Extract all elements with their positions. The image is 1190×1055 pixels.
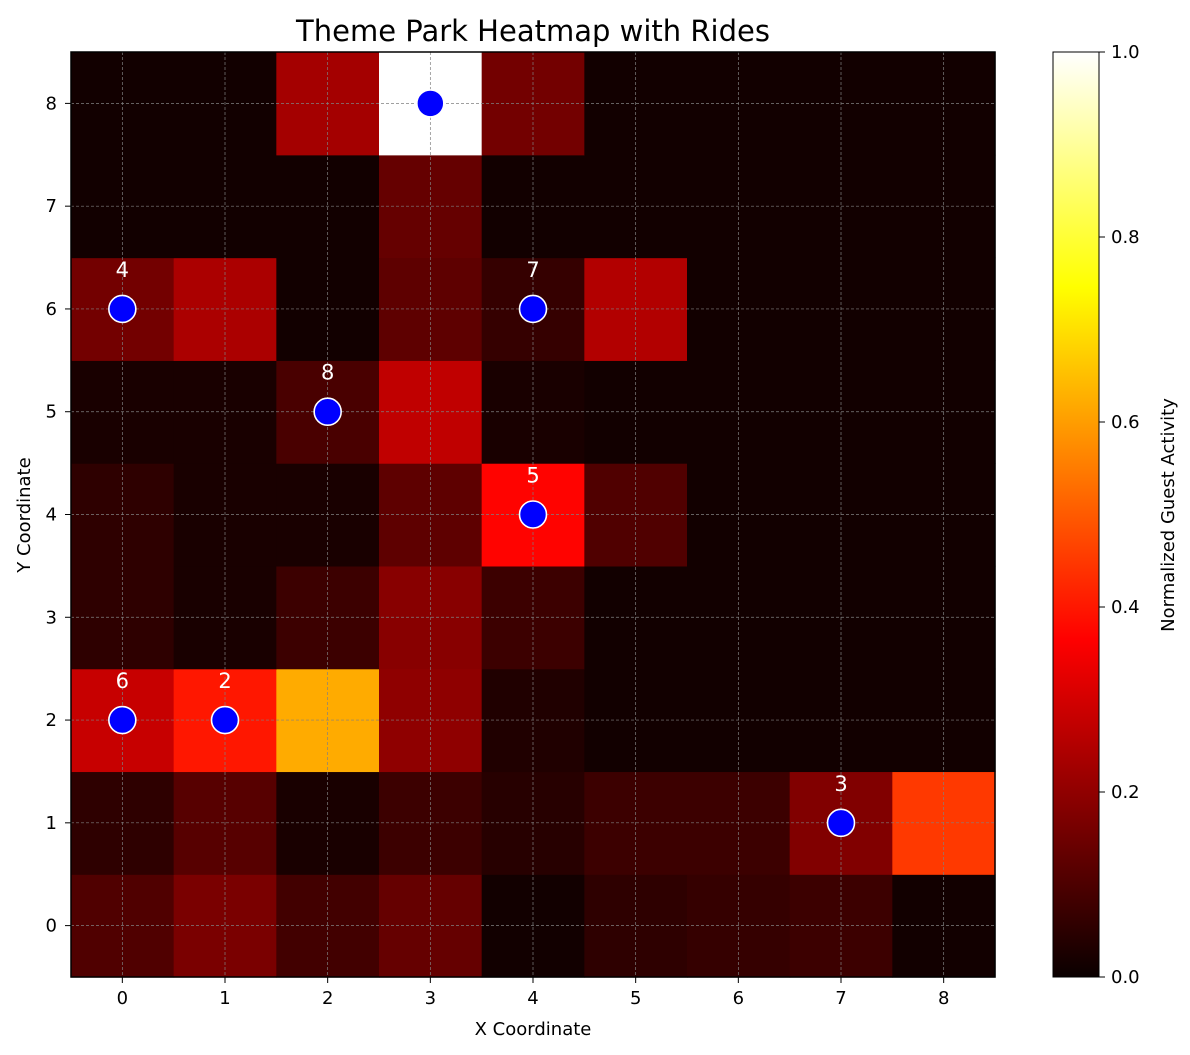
ride-label: 8 bbox=[321, 361, 334, 385]
y-tick-label: 4 bbox=[46, 505, 57, 526]
ride-marker bbox=[313, 397, 342, 427]
y-tick-label: 2 bbox=[46, 710, 57, 731]
ride-label: 7 bbox=[526, 258, 539, 282]
x-tick-label: 0 bbox=[117, 988, 128, 1009]
colorbar-tick-label: 1.0 bbox=[1111, 42, 1140, 63]
ride-label: 5 bbox=[526, 464, 539, 488]
y-tick-label: 5 bbox=[46, 402, 57, 423]
colorbar-tick-label: 0.0 bbox=[1111, 967, 1140, 988]
ride-marker bbox=[826, 808, 856, 838]
y-tick-label: 7 bbox=[46, 196, 57, 217]
y-tick-label: 6 bbox=[46, 299, 57, 320]
x-tick-label: 8 bbox=[938, 988, 949, 1009]
x-axis-label: X Coordinate bbox=[475, 1019, 592, 1040]
ride-label: 3 bbox=[834, 772, 847, 796]
ride-label: 6 bbox=[116, 669, 129, 693]
x-tick-label: 4 bbox=[527, 988, 538, 1009]
x-tick-label: 3 bbox=[425, 988, 436, 1009]
y-tick-label: 0 bbox=[46, 916, 57, 937]
colorbar-label: Normalized Guest Activity bbox=[1158, 398, 1179, 632]
ride-marker bbox=[108, 294, 137, 324]
y-tick-label: 1 bbox=[46, 813, 57, 834]
x-tick-label: 2 bbox=[322, 988, 333, 1009]
ride-markers: 4 7 8 5 6 2 3 bbox=[108, 89, 856, 838]
ride-marker bbox=[108, 705, 137, 735]
y-axis-ticks: 0 1 2 3 4 5 6 7 8 bbox=[46, 93, 71, 937]
ride-marker bbox=[518, 500, 548, 529]
heatmap-cell bbox=[173, 874, 277, 978]
colorbar bbox=[1052, 51, 1100, 978]
x-tick-label: 1 bbox=[219, 988, 230, 1009]
y-tick-label: 8 bbox=[46, 93, 57, 114]
colorbar-tick-label: 0.6 bbox=[1111, 412, 1140, 433]
ride-label: 2 bbox=[218, 669, 231, 693]
colorbar-tick-label: 0.8 bbox=[1111, 227, 1140, 248]
colorbar-tick-label: 0.2 bbox=[1111, 782, 1140, 803]
ride-marker bbox=[210, 705, 240, 735]
x-tick-label: 7 bbox=[835, 988, 846, 1009]
ride-label: 4 bbox=[116, 258, 129, 282]
x-axis-ticks: 0 1 2 3 4 5 6 7 8 bbox=[117, 977, 949, 1009]
x-tick-label: 5 bbox=[630, 988, 641, 1009]
y-axis-label: Y Coordinate bbox=[14, 457, 35, 573]
x-tick-label: 6 bbox=[733, 988, 744, 1009]
colorbar-tick-label: 0.4 bbox=[1111, 597, 1140, 618]
y-tick-label: 3 bbox=[46, 607, 57, 628]
ride-marker bbox=[518, 294, 548, 324]
colorbar-ticks: 0.0 0.2 0.4 0.6 0.8 1.0 bbox=[1099, 42, 1140, 988]
ride-marker bbox=[416, 89, 445, 118]
chart-title: Theme Park Heatmap with Rides bbox=[295, 14, 770, 48]
